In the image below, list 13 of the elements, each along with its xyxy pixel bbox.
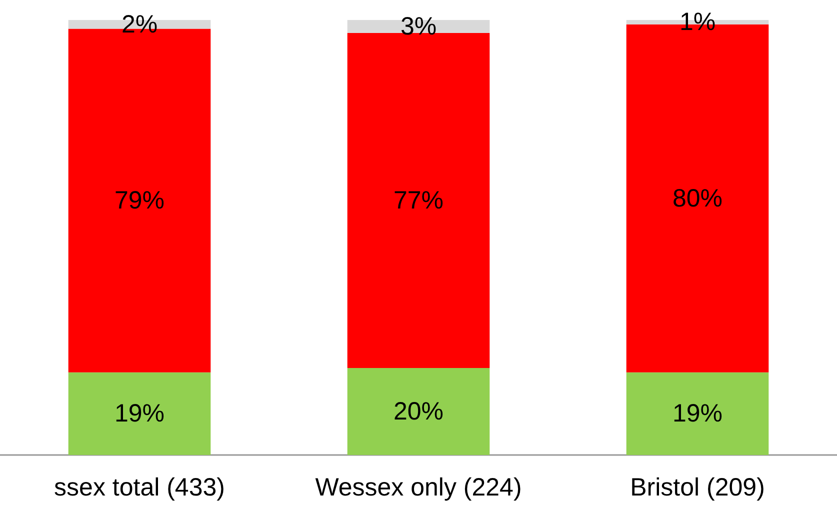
x-tick-label: ssex total (433) [54,474,225,502]
bar [626,372,769,455]
bar [347,368,490,455]
bar [68,372,211,455]
data-label: 79% [114,186,165,215]
data-label: 19% [672,400,723,428]
x-tick-label: Bristol (209) [630,474,765,502]
data-label: 77% [393,186,444,215]
data-label: 19% [114,400,165,428]
data-label: 20% [393,398,444,426]
data-label: 80% [672,184,723,212]
bar [347,33,490,368]
x-tick-label: Wessex only (224) [315,474,522,502]
